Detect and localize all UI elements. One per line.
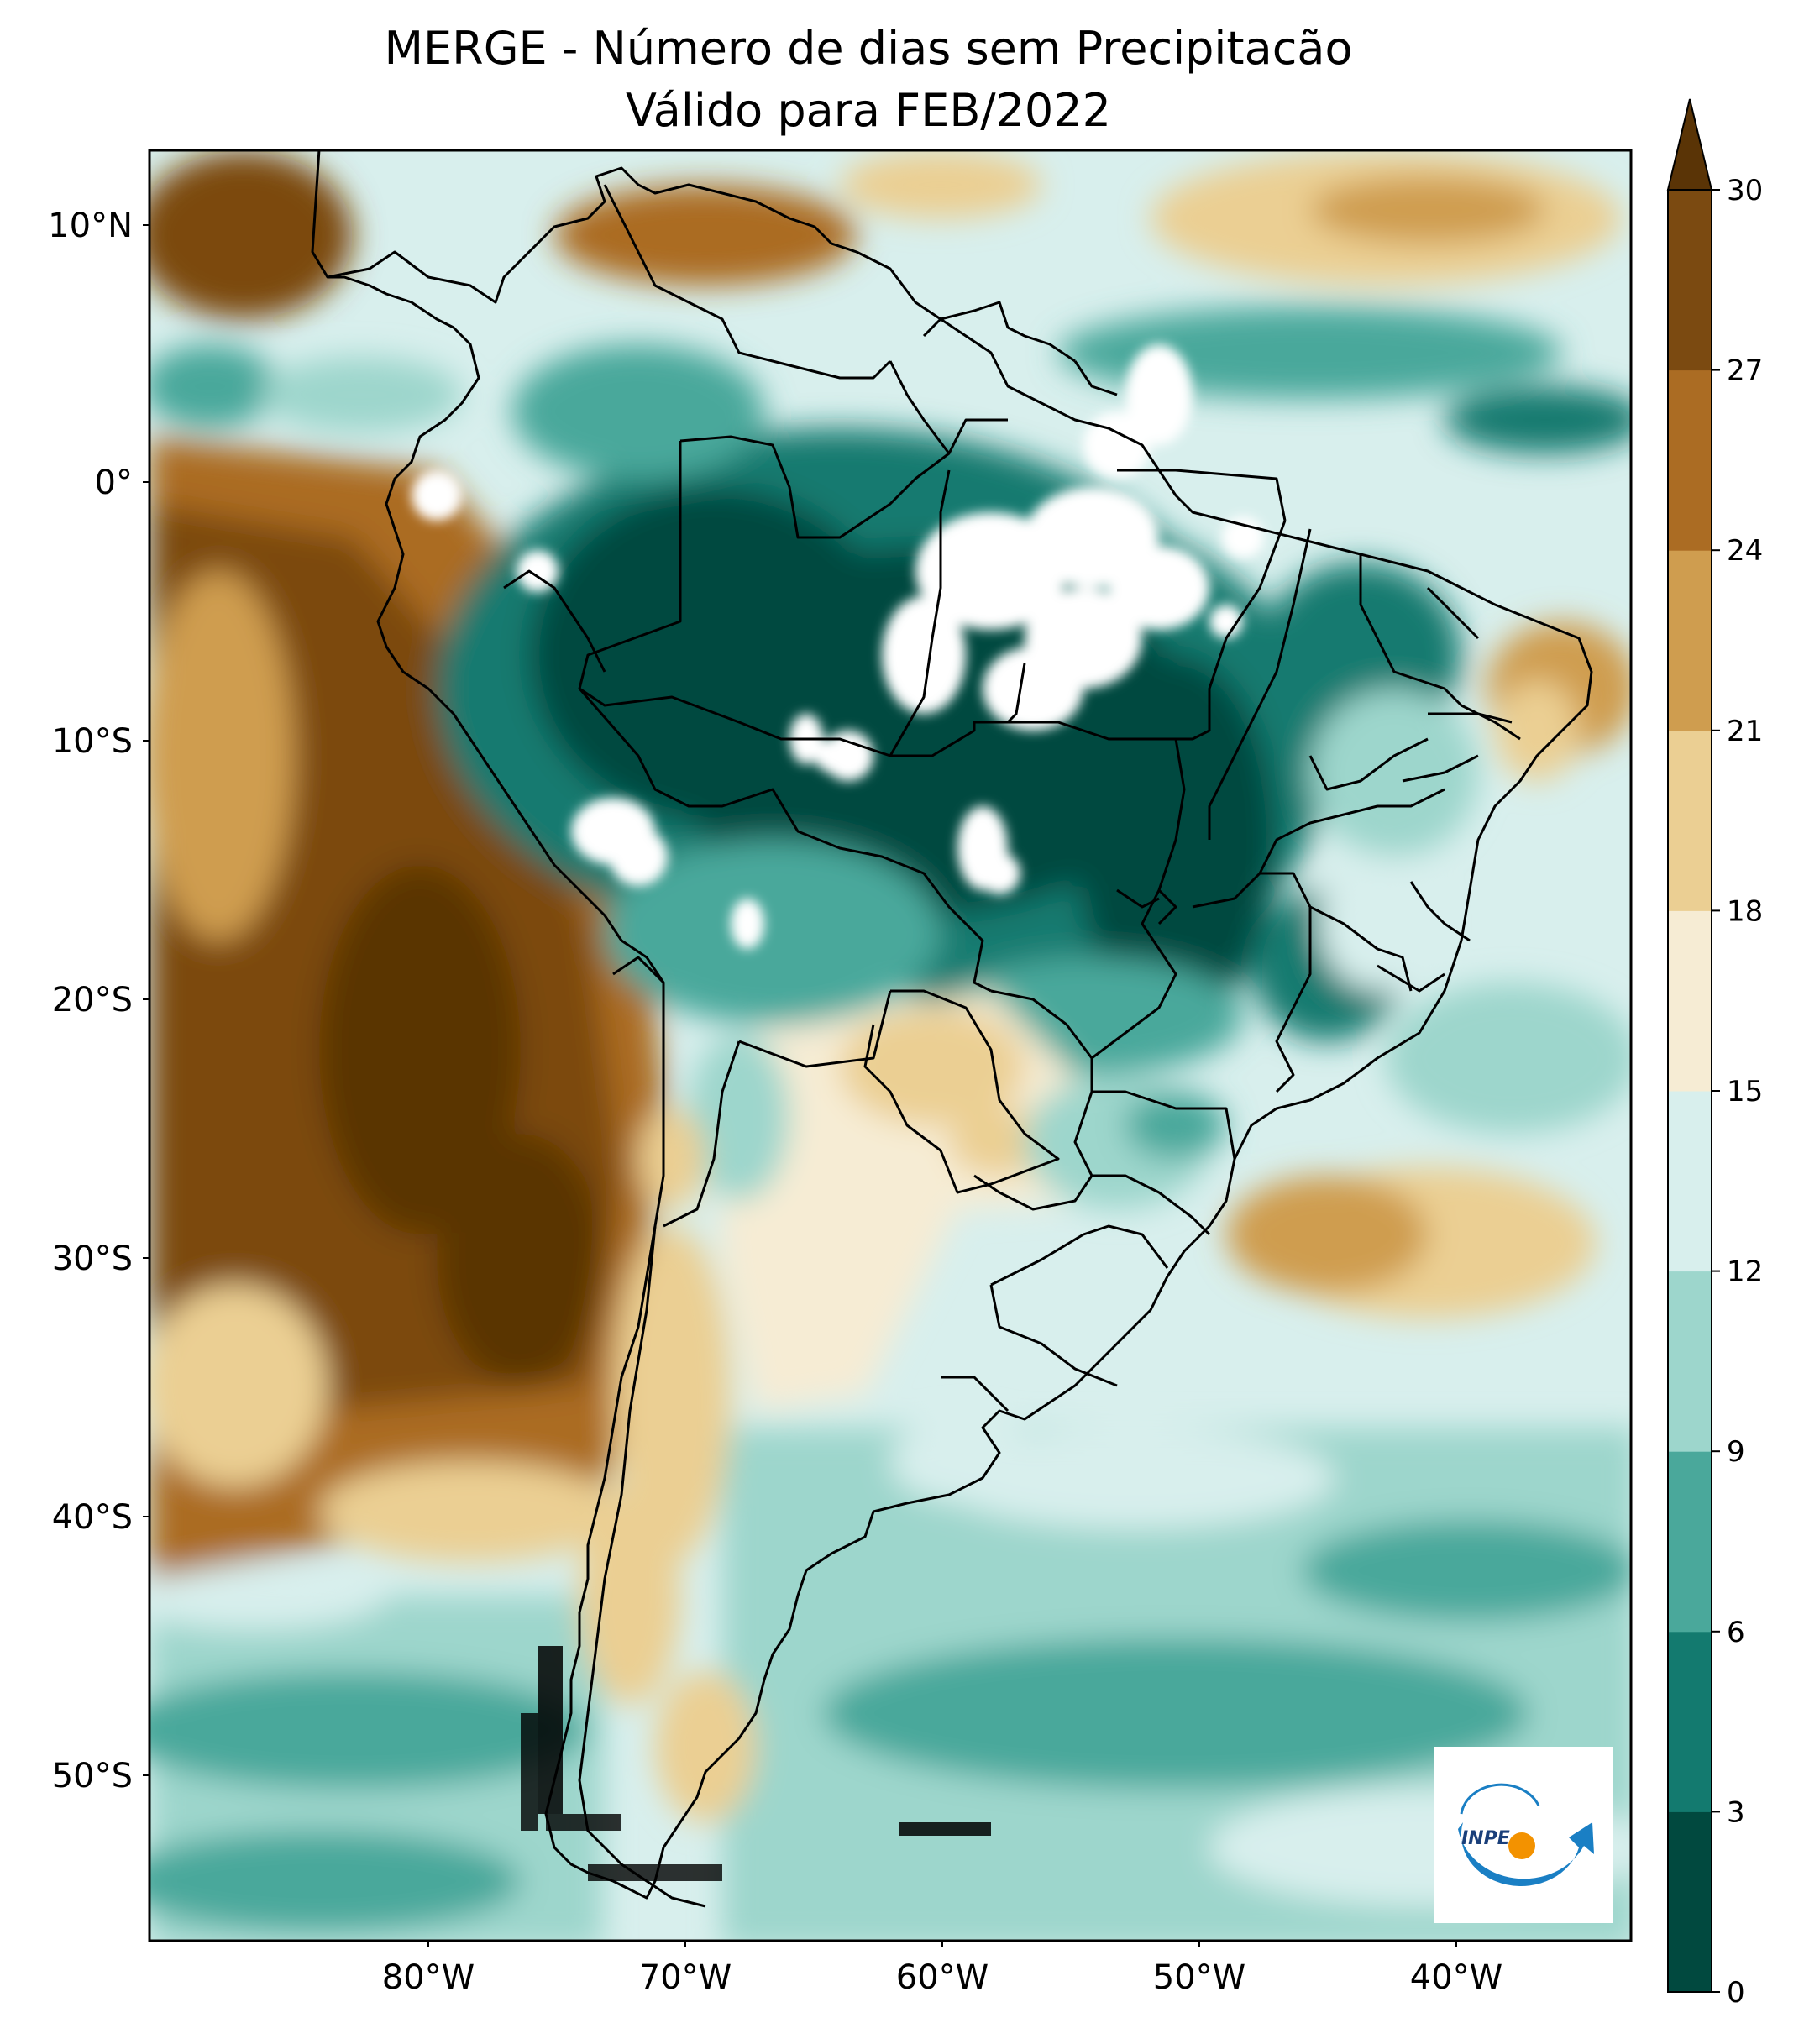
colorbar-tick-label: 18 bbox=[1727, 894, 1763, 928]
lat-label: 10°S bbox=[52, 722, 133, 761]
high-rain-areas bbox=[412, 344, 1264, 949]
lat-label: 40°S bbox=[52, 1498, 133, 1537]
lat-label: 0° bbox=[95, 464, 133, 502]
colorbar-tick-label: 15 bbox=[1727, 1075, 1763, 1108]
precipitation-map bbox=[149, 150, 1631, 1941]
lat-label: 30°S bbox=[52, 1240, 133, 1278]
map-title: MERGE - Número de dias sem Precipitacão bbox=[384, 22, 1353, 75]
colorbar-tick-label: 3 bbox=[1727, 1795, 1745, 1829]
colorbar-segment bbox=[1668, 910, 1712, 1092]
colorbar-tick-label: 0 bbox=[1727, 1976, 1745, 2010]
colorbar-tick-label: 24 bbox=[1727, 534, 1763, 568]
colorbar: 0 3 6 9 12 15 18 21 24 27 30 bbox=[1666, 98, 1763, 2010]
colorbar-segment bbox=[1668, 1811, 1712, 1993]
colorbar-segment bbox=[1668, 369, 1712, 551]
lon-label: 40°W bbox=[1410, 1958, 1502, 1997]
colorbar-tick-label: 27 bbox=[1727, 354, 1763, 388]
continent-coastline bbox=[311, 150, 1593, 1908]
colorbar-tick-label: 30 bbox=[1727, 174, 1763, 207]
colorbar-segment bbox=[1668, 1451, 1712, 1633]
lat-label: 20°S bbox=[52, 981, 133, 1019]
colorbar-segment bbox=[1668, 550, 1712, 731]
longitude-axis: 80°W 70°W 60°W 50°W 40°W bbox=[382, 1941, 1502, 1997]
southern-islands bbox=[521, 1646, 991, 1881]
colorbar-segment bbox=[1668, 1631, 1712, 1812]
colorbar-extend-arrow bbox=[1666, 98, 1713, 191]
lon-label: 60°W bbox=[896, 1958, 989, 1997]
colorbar-segment bbox=[1668, 730, 1712, 911]
colorbar-tick-label: 9 bbox=[1727, 1435, 1745, 1469]
map-frame bbox=[148, 149, 1633, 1942]
colorbar-tick-label: 6 bbox=[1727, 1616, 1745, 1649]
colorbar-tick-label: 12 bbox=[1727, 1255, 1763, 1289]
lon-label: 50°W bbox=[1153, 1958, 1245, 1997]
lat-label: 10°N bbox=[48, 207, 133, 245]
colorbar-segment bbox=[1668, 190, 1712, 371]
colorbar-tick-label: 21 bbox=[1727, 715, 1763, 748]
map-subtitle: Válido para FEB/2022 bbox=[626, 84, 1111, 137]
svg-text:INPE: INPE bbox=[1461, 1828, 1510, 1849]
colorbar-segment bbox=[1668, 1271, 1712, 1452]
latitude-axis: 10°N 0° 10°S 20°S 30°S 40°S 50°S bbox=[48, 207, 149, 1795]
inpe-logo: INPE bbox=[1434, 1747, 1613, 1923]
lon-label: 70°W bbox=[639, 1958, 732, 1997]
colorbar-segment bbox=[1668, 1091, 1712, 1272]
lon-label: 80°W bbox=[382, 1958, 475, 1997]
lat-label: 50°S bbox=[52, 1757, 133, 1795]
